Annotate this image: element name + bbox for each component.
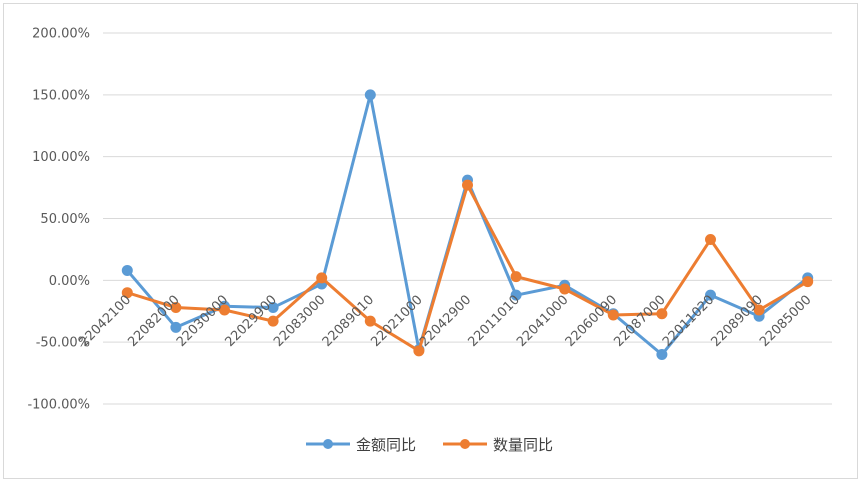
data-point: [656, 308, 668, 320]
data-point: [510, 271, 522, 283]
legend-swatch-marker: [460, 439, 470, 449]
data-point: [121, 287, 133, 299]
y-tick-label: 100.00%: [32, 150, 90, 165]
y-tick-label: 200.00%: [32, 27, 90, 42]
data-point: [364, 315, 376, 327]
data-point: [364, 89, 376, 101]
x-tick-label: 22011010: [466, 293, 523, 350]
data-point: [510, 289, 522, 301]
legend-swatch-marker: [323, 439, 333, 449]
legend-label: 数量同比: [493, 436, 553, 454]
data-point: [705, 234, 716, 246]
data-point: [802, 276, 814, 288]
data-point: [170, 302, 182, 314]
data-point: [267, 315, 279, 327]
data-point: [267, 302, 279, 314]
x-tick-label: 22042100: [77, 293, 134, 350]
y-tick-label: 150.00%: [32, 88, 90, 103]
data-point: [705, 289, 716, 301]
x-tick-label: 22083000: [271, 293, 328, 350]
x-tick-label: 22030000: [174, 293, 231, 350]
y-tick-label: -50.00%: [36, 336, 90, 351]
data-point: [753, 304, 765, 316]
y-tick-label: 0.00%: [49, 274, 90, 289]
series-line-1: [126, 93, 809, 357]
legend-label: 金额同比: [356, 436, 416, 454]
x-tick-label: 22085000: [757, 293, 814, 350]
y-tick-label: -100.00%: [27, 398, 90, 413]
data-point: [121, 264, 133, 276]
series-line-2: [126, 183, 809, 353]
x-tick-label: 22041000: [514, 293, 571, 350]
data-point: [462, 179, 473, 191]
data-point: [559, 283, 571, 295]
data-point: [316, 272, 328, 284]
data-point: [219, 304, 230, 316]
data-point: [656, 349, 668, 361]
y-tick-label: 50.00%: [40, 212, 90, 227]
data-point: [413, 345, 425, 357]
data-point: [607, 309, 619, 321]
data-point: [170, 321, 182, 333]
